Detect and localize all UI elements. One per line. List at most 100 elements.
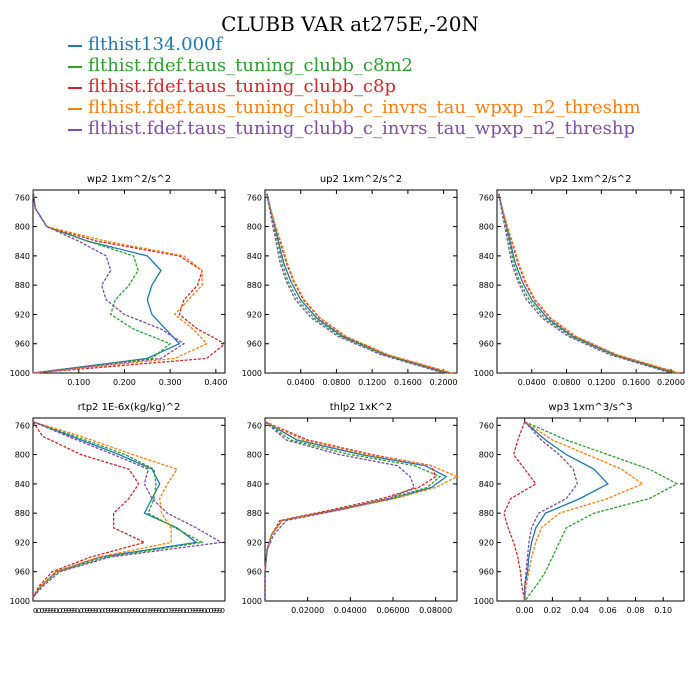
y-tick-label: 760 (479, 421, 494, 430)
series-line (498, 193, 679, 374)
series-line (266, 193, 447, 374)
y-tick-label: 800 (15, 223, 30, 232)
plot-frame (496, 189, 685, 374)
y-tick-label: 800 (479, 451, 494, 460)
x-tick-label: 0.08 (627, 606, 645, 615)
x-tick-label: 0.2000 (657, 378, 685, 387)
legend-label: flthist.fdef.taus_tuning_clubb_c8m2 (88, 55, 413, 76)
series-line (32, 421, 224, 598)
x-tick-label: 0.0400 (518, 378, 546, 387)
figure-title: CLUBB VAR at275E,-20N (221, 12, 479, 36)
x-tick-label: 0.1600 (394, 378, 422, 387)
y-tick-label: 1000 (242, 597, 262, 606)
y-tick-label: 960 (15, 340, 30, 349)
series-line (266, 193, 451, 374)
legend-swatch (68, 65, 82, 68)
y-tick-label: 760 (479, 193, 494, 202)
legend-label: flthist.fdef.taus_tuning_clubb_c_invrs_t… (88, 118, 636, 139)
series-line (503, 421, 537, 602)
x-tick-label: 0.1200 (358, 378, 386, 387)
y-tick-label: 840 (247, 252, 262, 261)
plot-frame (32, 417, 226, 602)
x-tick-label: 0.0800 (322, 378, 350, 387)
plot-frame (496, 417, 685, 602)
chart-panel: wp2 1xm^2/s^2 760 800 840 880 920 960 1000 0.100… (10, 174, 228, 387)
series-line (524, 421, 644, 602)
chart-panel: vp2 1xm^2/s^2 760 800 840 880 920 960 1000 0.040… (474, 174, 685, 387)
y-tick-label: 960 (247, 568, 262, 577)
y-tick-label: 760 (247, 421, 262, 430)
legend-item: flthist134.000f (68, 34, 641, 55)
y-tick-label: 960 (479, 568, 494, 577)
y-tick-label: 960 (479, 340, 494, 349)
y-tick-label: 960 (247, 340, 262, 349)
series-line (32, 189, 227, 374)
series-line (498, 193, 672, 374)
y-tick-label: 800 (15, 451, 30, 460)
y-tick-label: 920 (247, 538, 262, 547)
series-line (264, 421, 442, 601)
chart-panel: up2 1xm^2/s^2 760 800 840 880 920 960 1000 0.040… (242, 174, 458, 387)
y-tick-label: 880 (15, 509, 30, 518)
x-tick-label: 0.08000 (419, 606, 452, 615)
series-line (264, 421, 437, 601)
legend-label: flthist134.000f (88, 34, 223, 55)
legend-swatch (68, 107, 82, 110)
y-tick-label: 920 (15, 310, 30, 319)
x-tick-label: 0.00 (516, 606, 534, 615)
y-tick-label: 800 (247, 223, 262, 232)
legend-label: flthist.fdef.taus_tuning_clubb_c_invrs_t… (88, 97, 641, 118)
x-tick-label: 0.10 (654, 606, 672, 615)
series-line (264, 421, 416, 601)
x-tick-label: 0.06 (599, 606, 617, 615)
y-tick-label: 880 (247, 509, 262, 518)
panel-title: up2 1xm^2/s^2 (320, 174, 402, 185)
y-tick-label: 1000 (10, 369, 30, 378)
x-tick-label: 0.04000 (334, 606, 367, 615)
y-tick-label: 920 (479, 310, 494, 319)
y-tick-label: 760 (15, 421, 30, 430)
series-line (32, 189, 208, 374)
y-tick-label: 840 (479, 252, 494, 261)
series-line (524, 421, 679, 602)
legend-swatch (68, 44, 82, 47)
series-line (32, 189, 172, 374)
series-line (266, 193, 449, 374)
y-tick-label: 880 (479, 281, 494, 290)
x-tick-label: 0.02 (544, 606, 562, 615)
chart-panel: wp3 1xm^3/s^3 760 800 840 880 920 960 1000 0.00 0… (474, 402, 685, 615)
series-line (32, 189, 186, 374)
y-tick-label: 1000 (474, 369, 494, 378)
legend-label: flthist.fdef.taus_tuning_clubb_c8p (88, 76, 396, 97)
series-line (264, 421, 459, 601)
series-line (32, 421, 179, 598)
legend-item: flthist.fdef.taus_tuning_clubb_c8m2 (68, 55, 641, 76)
series-line (498, 193, 676, 374)
series-line (32, 421, 147, 598)
x-tick-label: 0.06000 (376, 606, 409, 615)
y-tick-label: 1000 (474, 597, 494, 606)
y-tick-label: 760 (15, 193, 30, 202)
y-tick-label: 920 (247, 310, 262, 319)
legend: flthist134.000f flthist.fdef.taus_tuning… (68, 34, 641, 139)
legend-swatch (68, 128, 82, 131)
series-line (266, 193, 444, 374)
panel-title: wp3 1xm^3/s^3 (548, 402, 632, 413)
series-line (524, 421, 609, 601)
plot-frame (32, 189, 226, 374)
y-tick-label: 840 (15, 480, 30, 489)
chart-panel: thlp2 1xK^2 760 800 840 880 920 960 1000 0.02000… (242, 402, 459, 615)
y-tick-label: 920 (15, 538, 30, 547)
y-tick-label: 1000 (242, 369, 262, 378)
x-tick-label: 0.0800 (553, 378, 581, 387)
x-tick-label: 0.02000 (291, 606, 324, 615)
series-line (266, 193, 453, 374)
y-tick-label: 1000 (10, 597, 30, 606)
panel-title: wp2 1xm^2/s^2 (87, 174, 171, 185)
series-line (32, 189, 181, 374)
panel-title: rtp2 1E-6x(kg/kg)^2 (78, 402, 181, 413)
x-tick-label: 0.04 (571, 606, 589, 615)
x-tick-label: 0.1200 (587, 378, 615, 387)
x-tick-label: 0.200 (113, 378, 136, 387)
